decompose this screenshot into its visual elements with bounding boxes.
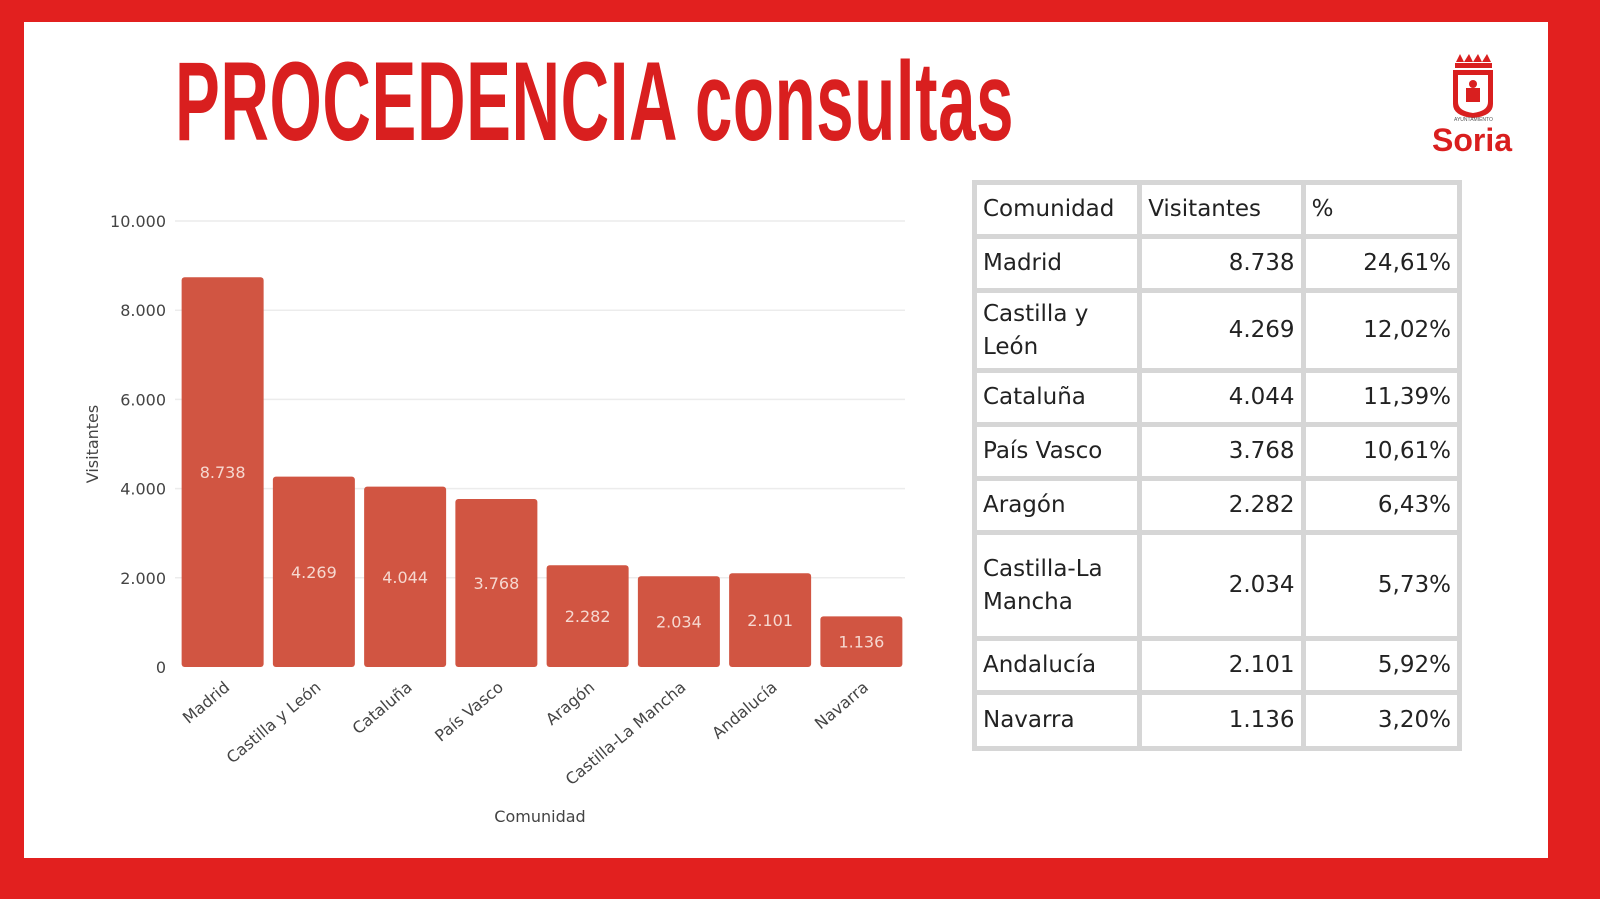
table-row: Aragón 2.282 6,43%	[977, 481, 1457, 530]
cell-visitantes: 2.034	[1142, 535, 1301, 636]
bar	[364, 486, 447, 667]
cell-percent: 3,20%	[1305, 695, 1457, 746]
y-tick-label: 8.000	[120, 301, 166, 320]
bar-value-label: 2.034	[656, 613, 702, 632]
y-tick-label: 0	[156, 658, 166, 677]
bar	[181, 277, 264, 667]
cell-percent: 24,61%	[1305, 239, 1457, 288]
column-header: Comunidad	[977, 185, 1138, 234]
y-tick-label: 4.000	[120, 480, 166, 499]
table-row: Navarra 1.136 3,20%	[977, 695, 1457, 746]
cell-comunidad: Madrid	[977, 239, 1138, 288]
coat-of-arms-logo	[1453, 54, 1493, 118]
data-table: Comunidad Visitantes% Madrid 8.738 24,61% Cas…	[972, 180, 1462, 751]
cell-comunidad: Cataluña	[977, 373, 1138, 422]
x-tick-label: País Vasco	[431, 678, 507, 746]
bar	[455, 498, 538, 667]
x-tick-label: Castilla y León	[223, 678, 325, 768]
cell-visitantes: 4.044	[1142, 373, 1301, 422]
cell-comunidad: Andalucía	[977, 641, 1138, 690]
x-tick-label: Aragón	[542, 678, 598, 729]
bar-value-label: 4.269	[291, 563, 337, 582]
cell-comunidad: Castilla-La Mancha	[977, 535, 1138, 636]
y-tick-label: 6.000	[120, 390, 166, 409]
logo-text: Soria	[1432, 122, 1513, 158]
x-tick-label: Cataluña	[349, 678, 416, 739]
column-header: Visitantes	[1142, 185, 1301, 234]
table-row: Cataluña 4.044 11,39%	[977, 373, 1457, 422]
page-title: PROCEDENCIA consultas	[175, 39, 1015, 164]
cell-visitantes: 4.269	[1142, 293, 1301, 368]
table-row: País Vasco 3.768 10,61%	[977, 427, 1457, 476]
bar-value-label: 4.044	[382, 568, 428, 587]
logo-subtext: AYUNTAMIENTO	[1454, 117, 1493, 123]
table-row: Castilla-La Mancha 2.034 5,73%	[977, 535, 1457, 636]
cell-percent: 5,92%	[1305, 641, 1457, 690]
cell-visitantes: 2.282	[1142, 481, 1301, 530]
bar-value-label: 3.768	[473, 574, 519, 593]
bar	[272, 476, 355, 667]
cell-visitantes: 8.738	[1142, 239, 1301, 288]
bar	[637, 576, 720, 667]
cell-visitantes: 3.768	[1142, 427, 1301, 476]
x-tick-label: Madrid	[179, 678, 233, 728]
cell-visitantes: 1.136	[1142, 695, 1301, 746]
y-axis-label: Visitantes	[83, 405, 102, 484]
table-header-row: Comunidad Visitantes%	[977, 185, 1457, 234]
bar-value-label: 8.738	[200, 463, 246, 482]
y-tick-label: 2.000	[120, 569, 166, 588]
cell-percent: 12,02%	[1305, 293, 1457, 368]
x-axis-label: Comunidad	[494, 807, 585, 826]
table-row: Andalucía 2.101 5,92%	[977, 641, 1457, 690]
cell-comunidad: Aragón	[977, 481, 1138, 530]
table-row: Castilla y León 4.269 12,02%	[977, 293, 1457, 368]
cell-comunidad: Castilla y León	[977, 293, 1138, 368]
bar-value-label: 2.282	[565, 607, 611, 626]
bar	[729, 573, 812, 667]
x-tick-label: Navarra	[811, 678, 872, 734]
cell-percent: 5,73%	[1305, 535, 1457, 636]
column-header: %	[1305, 185, 1457, 234]
bar-value-label: 1.136	[838, 633, 884, 652]
bar-value-label: 2.101	[747, 611, 793, 630]
x-tick-label: Andalucía	[708, 678, 780, 743]
y-tick-label: 10.000	[110, 212, 166, 231]
table-row: Madrid 8.738 24,61%	[977, 239, 1457, 288]
cell-visitantes: 2.101	[1142, 641, 1301, 690]
cell-percent: 11,39%	[1305, 373, 1457, 422]
cell-percent: 6,43%	[1305, 481, 1457, 530]
bar	[546, 565, 629, 667]
bar	[820, 616, 903, 667]
cell-comunidad: Navarra	[977, 695, 1138, 746]
cell-percent: 10,61%	[1305, 427, 1457, 476]
bar-chart: 0 2.000 4.000 6.000 8.000 10.000 8.738 Madrid 4.…	[83, 212, 905, 826]
cell-comunidad: País Vasco	[977, 427, 1138, 476]
